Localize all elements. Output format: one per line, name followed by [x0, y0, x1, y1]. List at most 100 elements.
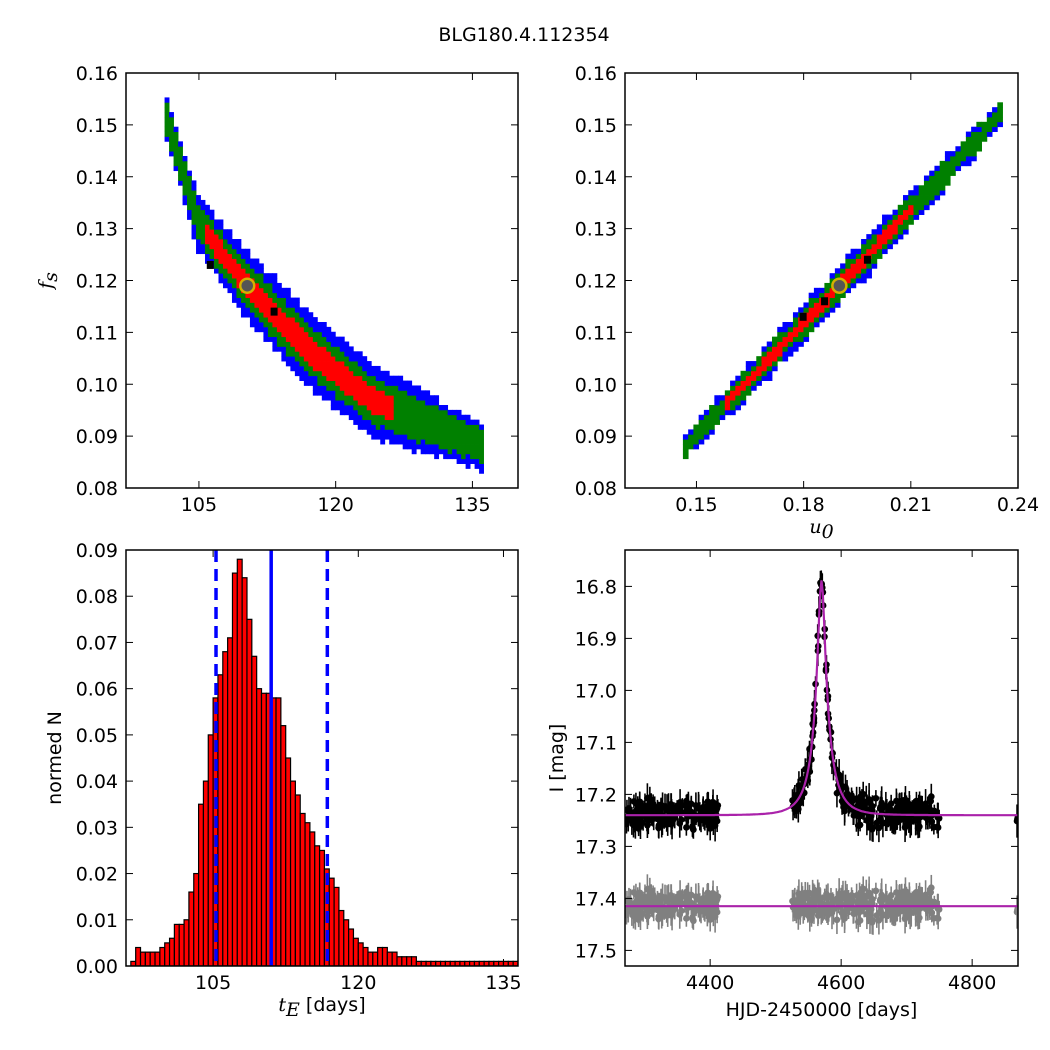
residual-point [645, 908, 652, 915]
heatmap-cell [326, 361, 332, 367]
heatmap-cell [960, 160, 967, 167]
data-point [912, 816, 919, 824]
heatmap-cell [474, 429, 480, 435]
heatmap-cell [196, 229, 201, 235]
heatmap-cell [976, 126, 982, 132]
heatmap-cell [939, 175, 946, 181]
heatmap-cell [709, 419, 715, 425]
heatmap-cell [362, 375, 368, 381]
heatmap-cell [236, 278, 242, 284]
heatmap-cell [955, 146, 962, 152]
heatmap-cell [709, 414, 715, 421]
heatmap-cell [434, 405, 440, 411]
heatmap-cell [326, 331, 332, 338]
heatmap-cell [281, 346, 287, 352]
heatmap-cell [335, 361, 341, 367]
residual-point [853, 909, 860, 916]
heatmap-cell [813, 322, 820, 328]
residual-point [838, 909, 846, 917]
heatmap-cell [227, 278, 233, 284]
x-tick-label: 0.24 [997, 494, 1039, 516]
heatmap-cell [245, 268, 251, 274]
heatmap-cell [829, 302, 836, 308]
heatmap-cell [272, 287, 278, 294]
heatmap-cell [420, 429, 426, 435]
heatmap-cell [420, 424, 426, 430]
heatmap-cell [299, 361, 305, 367]
heatmap-cell [787, 326, 794, 333]
heatmap-cell [249, 268, 255, 274]
heatmap-cell [294, 312, 300, 318]
heatmap-cell [366, 385, 372, 391]
heatmap-cell [777, 336, 783, 342]
heatmap-cell [384, 405, 390, 411]
heatmap-cell [330, 351, 336, 357]
heatmap-cell [263, 278, 269, 284]
heatmap-cell [321, 385, 327, 391]
heatmap-cell [855, 268, 862, 274]
heatmap-cell [719, 400, 726, 406]
heatmap-cell [218, 243, 224, 250]
heatmap-cell [321, 361, 327, 367]
heatmap-cell [339, 390, 345, 396]
residual-point [661, 894, 669, 901]
y-tick-label: 0.15 [76, 115, 118, 137]
heatmap-cell [703, 409, 710, 416]
heatmap-cell [944, 151, 951, 157]
heatmap-cell [209, 224, 215, 230]
heatmap-cell [735, 390, 741, 396]
heatmap-cell [312, 370, 318, 377]
heatmap-cell [944, 170, 951, 176]
heatmap-cell [299, 326, 305, 333]
heatmap-cell [294, 361, 300, 367]
heatmap-cell [384, 409, 390, 416]
heatmap-cell [771, 346, 778, 352]
heatmap-cell [380, 424, 386, 430]
heatmap-cell [740, 380, 747, 386]
heatmap-cell [366, 405, 372, 411]
heatmap-cell [479, 439, 484, 445]
peak-cell [270, 307, 278, 316]
heatmap-cell [344, 346, 350, 352]
heatmap-cell [992, 126, 998, 132]
heatmap-cell [321, 365, 327, 372]
heatmap-cell [840, 263, 846, 269]
heatmap-cell [312, 356, 318, 362]
heatmap-cell [303, 365, 309, 372]
heatmap-cell [169, 141, 174, 147]
x-tick-label: 135 [454, 494, 490, 516]
heatmap-cell [887, 224, 893, 230]
heatmap-cell [380, 385, 386, 391]
heatmap-cell [724, 405, 731, 411]
heatmap-cell [290, 307, 296, 313]
heatmap-cell [178, 156, 183, 162]
heatmap-cell [375, 419, 381, 425]
residual-point [625, 911, 630, 919]
y-tick-label: 0.00 [76, 956, 118, 978]
heatmap-cell [479, 463, 484, 469]
heatmap-cell [474, 419, 480, 425]
heatmap-cell [434, 409, 440, 416]
heatmap-cell [724, 390, 731, 396]
heatmap-cell [470, 429, 475, 435]
heatmap-cell [923, 190, 930, 196]
heatmap-cell [231, 273, 237, 279]
heatmap-cell [402, 429, 408, 435]
heatmap-cell [429, 434, 435, 440]
heatmap-cell [249, 297, 255, 303]
heatmap-cell [321, 395, 327, 401]
heatmap-cell [308, 356, 314, 362]
plot-frame [125, 72, 519, 489]
heatmap-cell [470, 458, 475, 464]
heatmap-cell [173, 165, 179, 172]
x-tick-label: 105 [181, 494, 217, 516]
heatmap-cell [850, 263, 857, 269]
heatmap-cell [965, 146, 972, 152]
heatmap-cell [173, 136, 179, 142]
heatmap-cell [245, 302, 251, 308]
data-point [853, 812, 860, 819]
heatmap-cell [443, 429, 449, 435]
heatmap-cell [745, 361, 752, 367]
heatmap-cell [393, 419, 399, 425]
heatmap-cell [389, 400, 395, 406]
